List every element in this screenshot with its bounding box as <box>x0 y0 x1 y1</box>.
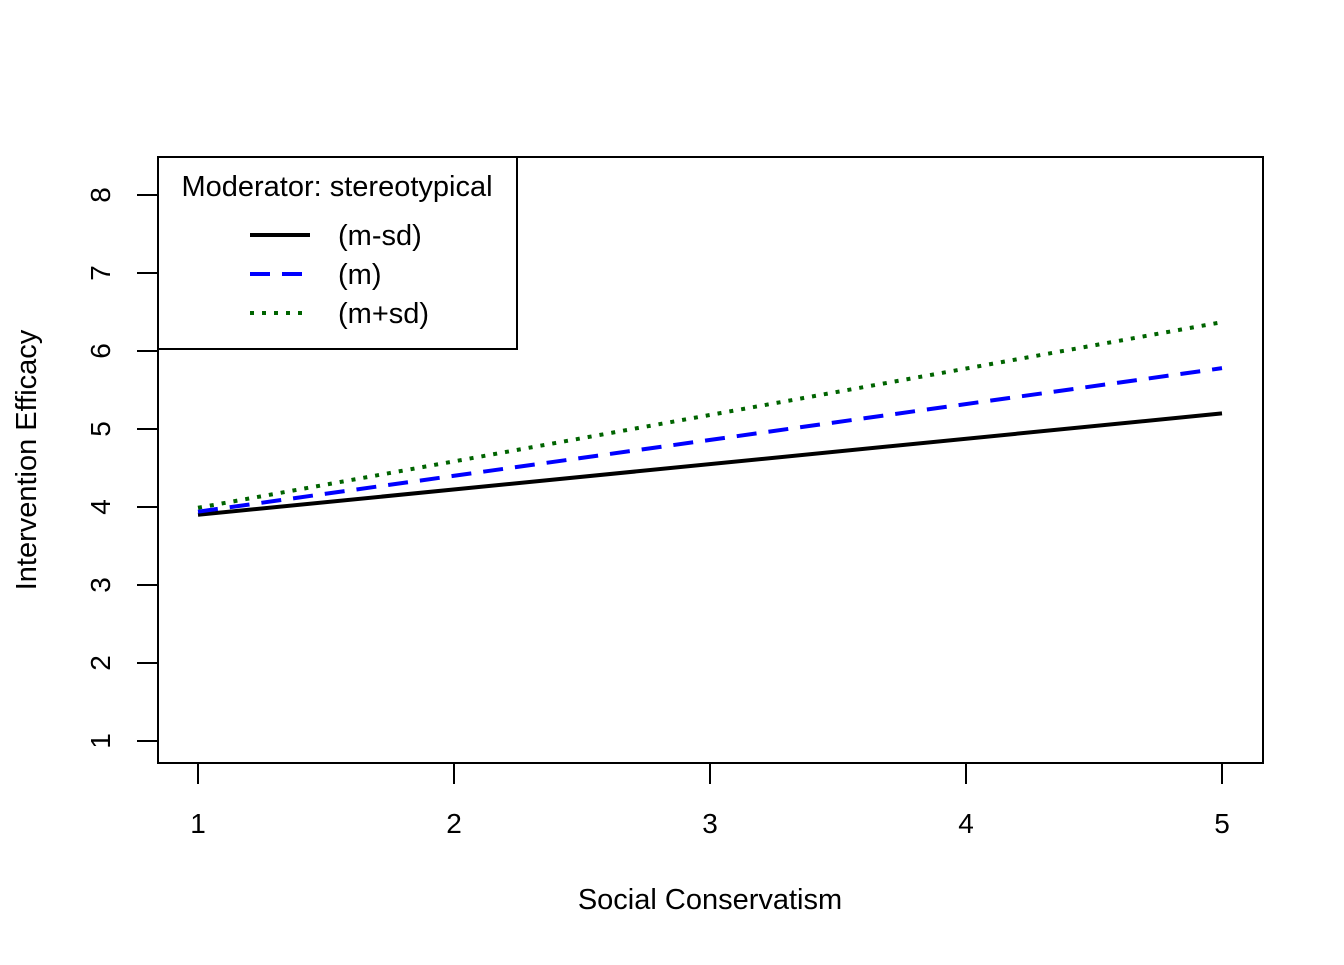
x-tick-label: 5 <box>1214 808 1230 839</box>
legend-title: Moderator: stereotypical <box>181 171 492 203</box>
legend-label: (m-sd) <box>338 220 422 252</box>
legend-box <box>157 156 518 350</box>
y-tick-label: 1 <box>85 733 116 749</box>
y-axis-title: Intervention Efficacy <box>11 329 43 590</box>
y-tick-label: 2 <box>85 655 116 671</box>
series-line-2 <box>197 320 1223 510</box>
y-tick-label: 8 <box>85 187 116 203</box>
y-tick-label: 5 <box>85 421 116 437</box>
y-axis: 1 2 3 4 5 6 7 8 <box>85 187 159 749</box>
legend-label: (m) <box>338 259 381 291</box>
series-line-0 <box>197 411 1223 517</box>
x-tick-label: 1 <box>190 808 206 839</box>
x-tick-label: 4 <box>958 808 974 839</box>
series-line-1 <box>197 366 1223 514</box>
y-tick-label: 7 <box>85 265 116 281</box>
x-axis: 1 2 3 4 5 <box>190 762 1230 839</box>
legend-items: (m-sd) (m) (m+sd) <box>250 220 429 330</box>
series-layer <box>197 320 1223 517</box>
legend-label: (m+sd) <box>338 298 429 330</box>
y-tick-label: 6 <box>85 343 116 359</box>
legend: Moderator: stereotypical (m-sd) (m) (m+sd) <box>157 156 518 350</box>
x-axis-title: Social Conservatism <box>578 884 842 916</box>
x-tick-label: 2 <box>446 808 462 839</box>
y-tick-label: 3 <box>85 577 116 593</box>
x-tick-label: 3 <box>702 808 718 839</box>
y-tick-label: 4 <box>85 499 116 515</box>
